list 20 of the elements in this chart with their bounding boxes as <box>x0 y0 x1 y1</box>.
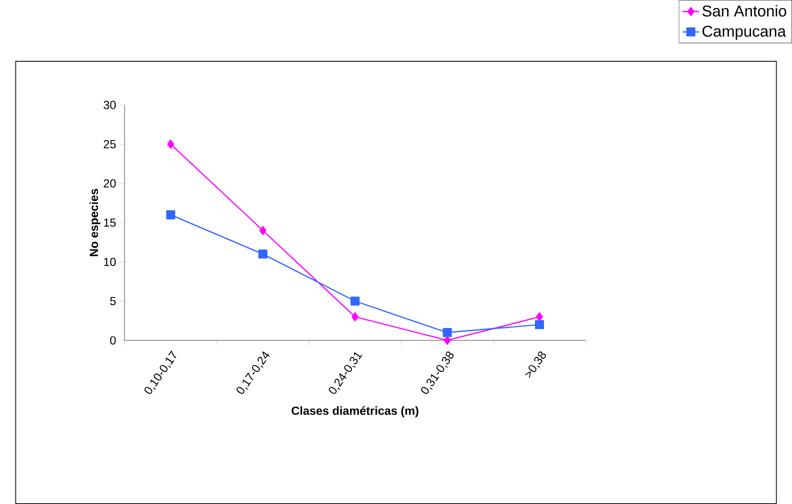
point <box>167 140 174 149</box>
point <box>536 312 544 322</box>
y-tick-label: 25 <box>104 140 116 148</box>
x-axis-title: Clases diamétricas (m) <box>292 406 418 418</box>
y-tick-label: 0 <box>110 336 116 344</box>
y-tick-label: 5 <box>110 296 116 306</box>
y-axis-title: No especies <box>89 188 100 256</box>
y-tick-label: 15 <box>104 218 116 227</box>
legend-label: San Antonio <box>702 5 786 16</box>
y-tick-label: 20 <box>104 179 116 188</box>
point <box>166 210 176 220</box>
point <box>352 312 359 322</box>
legend-label: Campucana <box>702 26 786 40</box>
point <box>534 320 544 330</box>
point <box>350 296 360 306</box>
point <box>258 249 268 258</box>
y-tick-label: 10 <box>104 258 116 266</box>
point <box>442 328 452 337</box>
y-tick-label: 30 <box>104 100 116 110</box>
point <box>259 226 266 235</box>
